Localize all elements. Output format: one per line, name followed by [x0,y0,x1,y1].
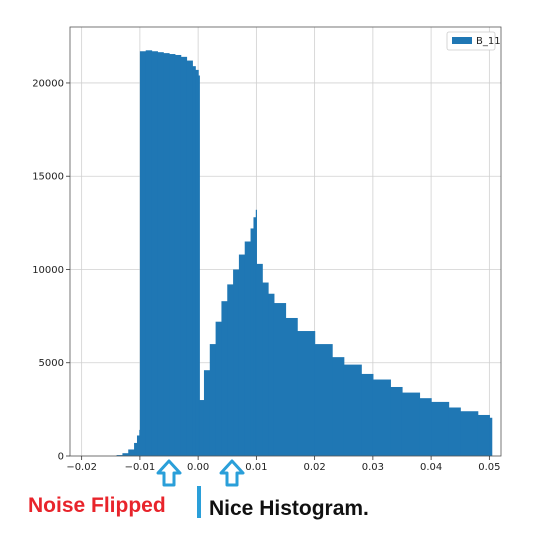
x-tick-label: 0.05 [478,462,500,473]
x-tick-label: 0.01 [245,462,267,473]
y-axis-ticks: 0 5000 10000 15000 20000 [32,78,70,462]
histogram-bar [216,322,222,456]
histogram-bar [268,294,274,456]
x-tick-label: 0.00 [187,462,209,473]
histogram-bar [449,408,461,456]
histogram-bar [199,400,204,456]
histogram-bar [332,357,344,456]
histogram-bar [152,51,158,456]
x-tick-label: 0.03 [362,462,384,473]
histogram-bar [122,453,128,456]
histogram-bar [140,51,146,456]
histogram-bar [286,318,298,456]
legend-swatch [452,37,472,44]
histogram-bar [227,284,233,456]
histogram-bar [402,393,420,456]
histogram-bar [361,374,373,456]
histogram-bar [163,53,169,456]
histogram-bar [128,449,134,456]
histogram-bar [186,61,192,456]
annotation-noise-flipped: Noise Flipped [28,494,166,518]
annotation-nice-histogram: Nice Histogram. [209,497,369,521]
y-tick-label: 0 [58,452,64,463]
histogram-bar [210,344,216,456]
histogram-bar [297,331,315,456]
histogram-bar [239,255,245,456]
x-tick-label: −0.01 [125,462,156,473]
legend-label: B_11 [476,36,501,47]
x-tick-label: −0.02 [66,462,97,473]
y-tick-label: 20000 [32,78,64,89]
up-arrow-icon [158,461,180,485]
histogram-bar [181,57,187,456]
annotation-arrow-left [158,461,180,485]
annotation-divider [197,486,201,518]
histogram-bar [204,370,210,456]
histogram-bar [245,242,251,457]
histogram-bar [315,344,333,456]
histogram-bar [175,55,181,456]
histogram-bar [489,418,492,456]
histogram-bar [256,264,262,456]
histogram-bar [460,411,478,456]
histogram-bar [419,398,431,456]
up-arrow-icon [221,461,243,485]
histogram-bar [221,301,227,456]
histogram-bar [233,269,239,456]
x-tick-label: 0.02 [303,462,325,473]
x-axis-ticks: −0.02 −0.01 0.00 0.01 0.02 0.03 0.04 0.05 [66,456,500,473]
histogram-bar [344,365,362,456]
histogram-bar [431,402,449,456]
histogram-bar [169,54,175,456]
y-tick-label: 10000 [32,265,64,276]
histogram-bar [274,303,286,456]
x-tick-label: 0.04 [420,462,442,473]
histogram-bar [373,380,391,456]
histogram-bar [262,283,268,456]
histogram-bars [117,50,493,456]
histogram-bar [146,50,152,456]
histogram-bar [157,52,163,456]
annotation-arrow-right [221,461,243,485]
histogram-bar [390,387,402,456]
histogram-bar [198,75,200,456]
histogram-bar [478,415,490,456]
y-tick-label: 15000 [32,172,64,183]
y-tick-label: 5000 [39,358,64,369]
legend: B_11 [447,32,501,50]
